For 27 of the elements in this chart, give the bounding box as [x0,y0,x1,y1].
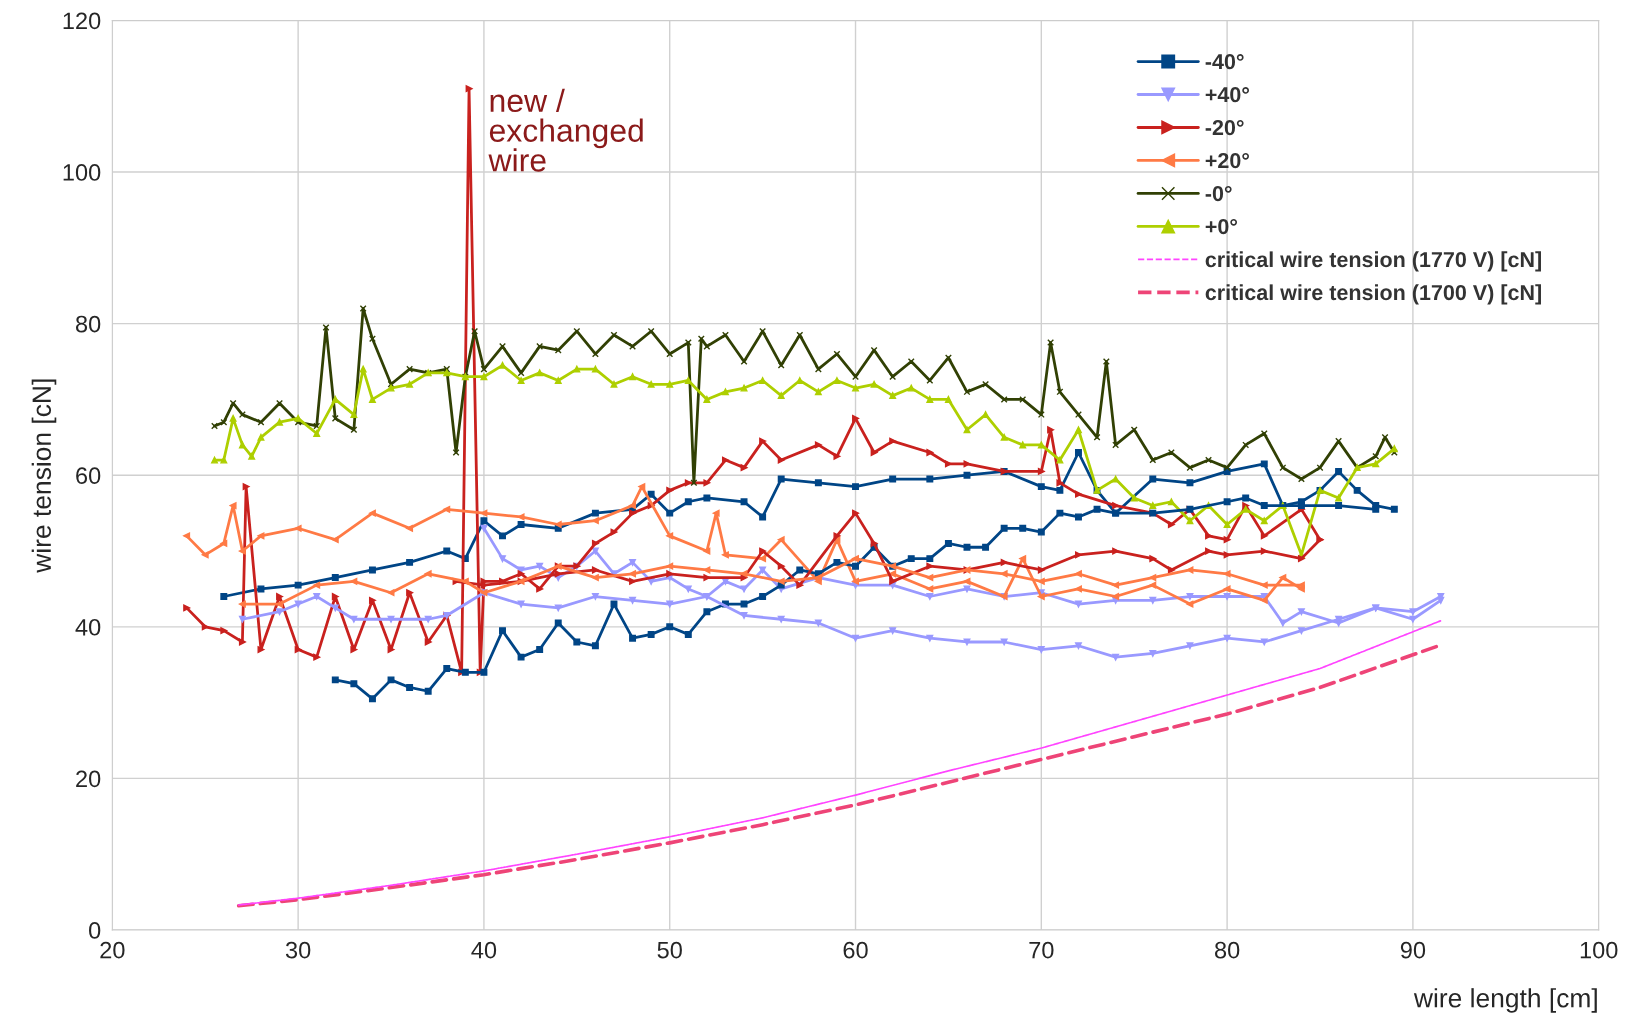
y-tick-label: 60 [76,467,101,485]
x-tick-label: 20 [100,941,125,959]
x-tick-label: 70 [1029,941,1054,959]
x-axis-title: wire length [cm] [1413,988,1597,1013]
legend-label: -40° [1205,54,1244,70]
legend-label: +0° [1205,218,1238,235]
y-tick-label: 0 [89,922,101,939]
y-tick-label: 40 [75,618,101,636]
y-tick-label: 20 [76,770,101,788]
legend-label: +20° [1205,152,1249,169]
annotation: new / exchanged wire [488,88,643,172]
x-tick-label: 60 [843,941,868,959]
x-tick-label: 90 [1400,941,1426,959]
y-tick-label: 100 [63,164,101,181]
x-tick-label: 50 [657,941,682,959]
legend-label: critical wire tension (1700 V) [cN] [1205,284,1541,305]
y-tick-label: 80 [75,315,101,333]
legend-label: +40° [1205,87,1249,103]
x-tick-label: 40 [471,941,497,959]
x-tick-label: 30 [285,941,311,959]
legend-label: -20° [1205,120,1244,136]
legend-label: -0° [1205,185,1232,202]
y-tick-label: 120 [63,12,101,30]
x-tick-label: 80 [1215,941,1240,959]
y-axis-title: wire tension [cN] [31,379,57,573]
legend-label: critical wire tension (1770 V) [cN] [1205,251,1541,272]
x-tick-label: 100 [1580,941,1618,959]
